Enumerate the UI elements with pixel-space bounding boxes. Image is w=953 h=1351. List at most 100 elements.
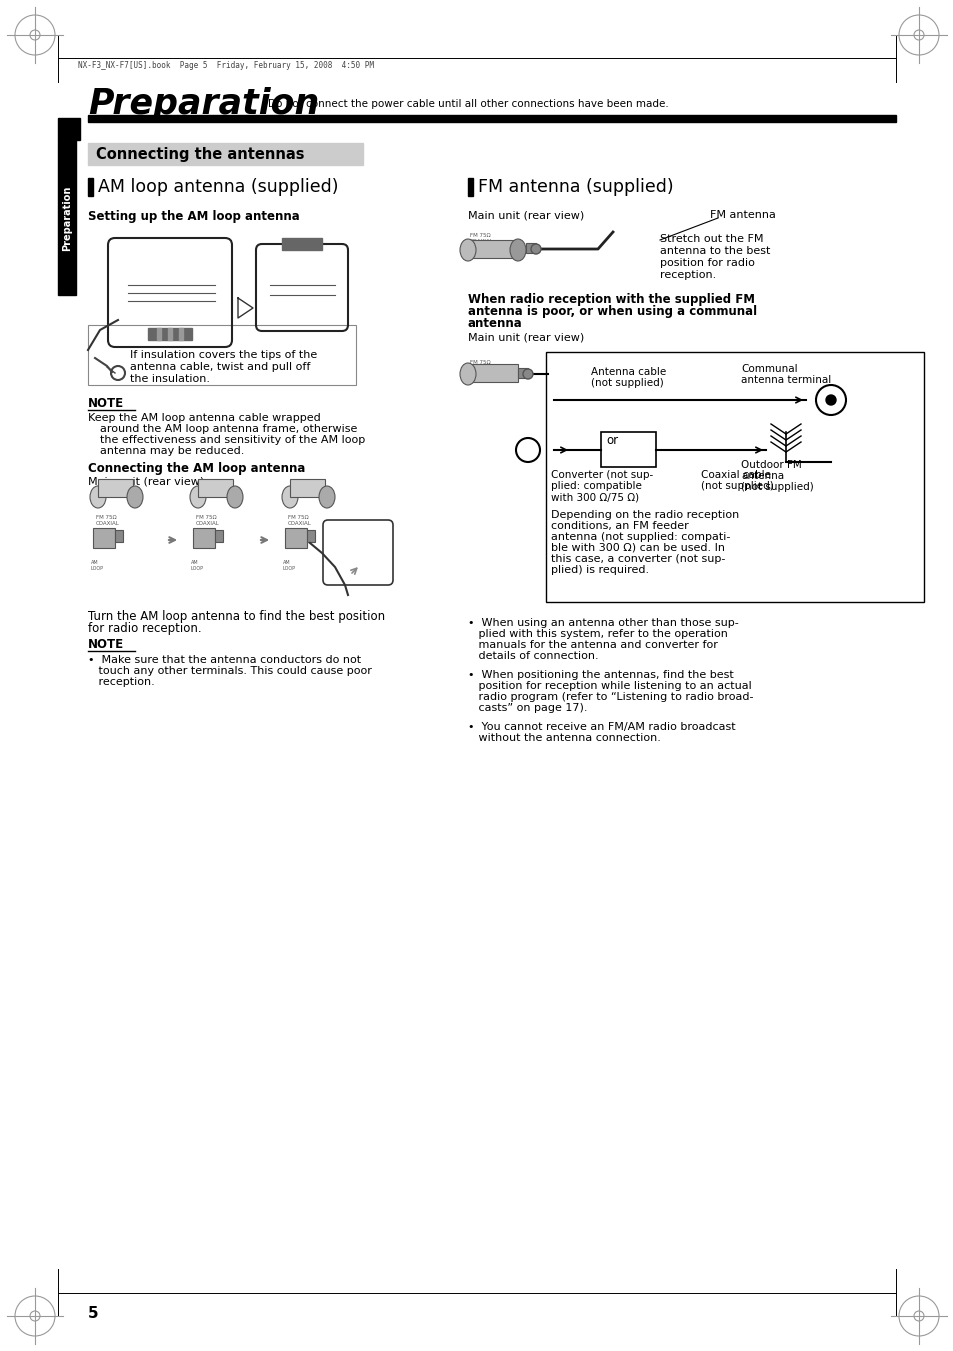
Text: Stretch out the FM: Stretch out the FM (659, 234, 762, 245)
Text: FM 75Ω
COAXIAL: FM 75Ω COAXIAL (470, 232, 494, 243)
Ellipse shape (227, 486, 243, 508)
Text: Coaxial cable: Coaxial cable (700, 470, 770, 480)
Bar (290, 480, 325, 497)
Text: Do not connect the power cable until all other connections have been made.: Do not connect the power cable until all… (268, 99, 668, 109)
Circle shape (522, 369, 533, 380)
Bar (525, 243, 536, 253)
Bar (148, 328, 192, 340)
Text: •  You cannot receive an FM/AM radio broadcast: • You cannot receive an FM/AM radio broa… (468, 721, 735, 732)
Bar (92, 528, 115, 549)
Text: (not supplied): (not supplied) (700, 481, 773, 490)
Text: around the AM loop antenna frame, otherwise: around the AM loop antenna frame, otherw… (100, 424, 357, 434)
Bar (545, 353, 923, 603)
Bar (214, 530, 223, 542)
Text: AM
LOOP: AM LOOP (283, 561, 295, 571)
Bar (58, 141, 76, 295)
Text: If insulation covers the tips of the: If insulation covers the tips of the (130, 350, 317, 359)
Ellipse shape (318, 486, 335, 508)
Bar (179, 328, 183, 340)
Text: antenna cable, twist and pull off: antenna cable, twist and pull off (130, 362, 310, 372)
Text: antenna (not supplied: compati-: antenna (not supplied: compati- (551, 532, 730, 542)
Text: plied with this system, refer to the operation: plied with this system, refer to the ope… (468, 630, 727, 639)
Text: Outdoor FM: Outdoor FM (740, 459, 801, 470)
Bar (88, 178, 92, 196)
Text: Turn the AM loop antenna to find the best position: Turn the AM loop antenna to find the bes… (88, 611, 385, 623)
Text: Main unit (rear view): Main unit (rear view) (468, 332, 583, 342)
Bar (193, 528, 214, 549)
Text: Antenna cable: Antenna cable (590, 367, 665, 377)
Circle shape (531, 245, 540, 254)
Text: position for reception while listening to an actual: position for reception while listening t… (468, 681, 751, 690)
Text: conditions, an FM feeder: conditions, an FM feeder (551, 521, 688, 531)
Text: When radio reception with the supplied FM: When radio reception with the supplied F… (468, 293, 754, 305)
Text: Depending on the radio reception: Depending on the radio reception (551, 509, 739, 520)
Text: antenna may be reduced.: antenna may be reduced. (100, 446, 244, 457)
Text: reception.: reception. (659, 270, 716, 280)
Text: AM
LOOP: AM LOOP (91, 561, 104, 571)
Text: details of connection.: details of connection. (468, 651, 598, 661)
Text: FM 75Ω
COAXIAL: FM 75Ω COAXIAL (288, 515, 312, 526)
Text: for radio reception.: for radio reception. (88, 621, 201, 635)
Bar (157, 328, 161, 340)
Bar (98, 480, 132, 497)
Polygon shape (237, 299, 253, 317)
Text: this case, a converter (not sup-: this case, a converter (not sup- (551, 554, 724, 563)
Text: ble with 300 Ω) can be used. In: ble with 300 Ω) can be used. In (551, 543, 724, 553)
Text: NOTE: NOTE (88, 638, 124, 651)
Bar (198, 480, 233, 497)
Text: plied) is required.: plied) is required. (551, 565, 648, 576)
Text: FM 75Ω
COAXIAL: FM 75Ω COAXIAL (470, 359, 494, 370)
Text: with 300 Ω/75 Ω): with 300 Ω/75 Ω) (551, 492, 639, 503)
Text: Converter (not sup-: Converter (not sup- (551, 470, 653, 480)
Text: Preparation: Preparation (62, 185, 71, 251)
Text: Connecting the AM loop antenna: Connecting the AM loop antenna (88, 462, 305, 476)
Text: Setting up the AM loop antenna: Setting up the AM loop antenna (88, 209, 299, 223)
Text: •  When positioning the antennas, find the best: • When positioning the antennas, find th… (468, 670, 733, 680)
Ellipse shape (510, 239, 525, 261)
Text: antenna to the best: antenna to the best (659, 246, 770, 255)
Text: plied: compatible: plied: compatible (551, 481, 641, 490)
Text: FM antenna (supplied): FM antenna (supplied) (477, 178, 673, 196)
Text: Main unit (rear view): Main unit (rear view) (468, 209, 583, 220)
Text: antenna: antenna (740, 471, 783, 481)
Text: the effectiveness and sensitivity of the AM loop: the effectiveness and sensitivity of the… (100, 435, 365, 444)
Text: NX-F3_NX-F7[US].book  Page 5  Friday, February 15, 2008  4:50 PM: NX-F3_NX-F7[US].book Page 5 Friday, Febr… (78, 62, 374, 70)
Text: antenna terminal: antenna terminal (740, 376, 830, 385)
Text: antenna: antenna (468, 317, 522, 330)
Text: without the antenna connection.: without the antenna connection. (468, 734, 660, 743)
Text: Main unit (rear view): Main unit (rear view) (88, 477, 204, 486)
Text: radio program (refer to “Listening to radio broad-: radio program (refer to “Listening to ra… (468, 692, 753, 703)
Circle shape (825, 394, 835, 405)
Text: (not supplied): (not supplied) (590, 378, 663, 388)
Text: FM antenna: FM antenna (709, 209, 775, 220)
Text: the insulation.: the insulation. (130, 374, 210, 384)
Bar (600, 432, 656, 467)
Text: casts” on page 17).: casts” on page 17). (468, 703, 587, 713)
Bar (307, 530, 314, 542)
Bar (517, 367, 527, 378)
Bar (285, 528, 307, 549)
Bar (88, 143, 363, 165)
Bar (168, 328, 172, 340)
Text: Preparation: Preparation (88, 86, 319, 122)
Ellipse shape (459, 363, 476, 385)
Ellipse shape (459, 239, 476, 261)
Ellipse shape (190, 486, 206, 508)
Text: Connecting the antennas: Connecting the antennas (96, 146, 304, 162)
Bar (468, 240, 517, 258)
Text: manuals for the antenna and converter for: manuals for the antenna and converter fo… (468, 640, 717, 650)
Bar (468, 178, 473, 196)
Text: touch any other terminals. This could cause poor: touch any other terminals. This could ca… (88, 666, 372, 676)
Text: or: or (605, 434, 618, 446)
Text: •  When using an antenna other than those sup-: • When using an antenna other than those… (468, 617, 738, 628)
Ellipse shape (127, 486, 143, 508)
Text: position for radio: position for radio (659, 258, 754, 267)
Text: FM 75Ω
COAXIAL: FM 75Ω COAXIAL (195, 515, 219, 526)
Bar (115, 530, 123, 542)
Ellipse shape (90, 486, 106, 508)
Text: 5: 5 (88, 1305, 98, 1320)
Text: Communal: Communal (740, 363, 797, 374)
Bar (58, 118, 80, 141)
Ellipse shape (282, 486, 297, 508)
Text: FM 75Ω
COAXIAL: FM 75Ω COAXIAL (96, 515, 120, 526)
